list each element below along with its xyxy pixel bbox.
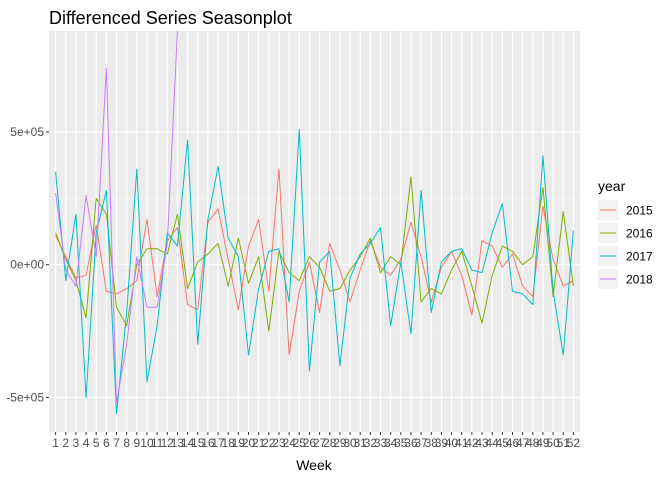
- x-tick-label: 35: [394, 436, 408, 450]
- series-line-2016: [55, 176, 574, 332]
- legend-label-2016: 2016: [626, 227, 653, 241]
- x-tick-label: 13: [171, 436, 185, 450]
- series-line-2017: [55, 128, 574, 414]
- x-tick-label: 8: [123, 436, 130, 450]
- legend: year 2015 2016 2017 2018: [598, 178, 653, 289]
- x-tick-label: 7: [113, 436, 120, 450]
- x-tick-label: 31: [354, 436, 368, 450]
- legend-label-2018: 2018: [626, 273, 653, 287]
- x-tick-label: 49: [536, 436, 550, 450]
- x-tick-label: 19: [232, 436, 246, 450]
- x-tick-label: 27: [313, 436, 327, 450]
- x-tick-label: 42: [465, 436, 479, 450]
- x-tick-label: 2: [62, 436, 69, 450]
- x-tick-label: 18: [222, 436, 236, 450]
- legend-label-2015: 2015: [626, 204, 653, 218]
- x-tick-label: 43: [475, 436, 489, 450]
- x-tick-label: 12: [161, 436, 175, 450]
- x-tick-label: 44: [485, 436, 499, 450]
- x-tick-label: 10: [140, 436, 154, 450]
- y-tick-label: -5e+05: [6, 390, 44, 404]
- y-tick-label: 0e+00: [10, 258, 44, 272]
- x-tick-label: 41: [455, 436, 469, 450]
- x-tick-label: 1: [52, 436, 59, 450]
- x-tick-label: 24: [282, 436, 296, 450]
- x-tick-label: 6: [103, 436, 110, 450]
- x-tick-label: 51: [557, 436, 571, 450]
- x-tick-label: 5: [93, 436, 100, 450]
- plot-panel: [49, 31, 580, 432]
- y-tick-label: 5e+05: [10, 125, 44, 139]
- x-tick-label: 30: [343, 436, 357, 450]
- x-tick-label: 17: [211, 436, 225, 450]
- x-tick-label: 15: [191, 436, 205, 450]
- x-tick-label: 40: [445, 436, 459, 450]
- x-tick-label: 29: [333, 436, 347, 450]
- x-tick-label: 45: [496, 436, 510, 450]
- x-tick-label: 4: [83, 436, 90, 450]
- x-tick-label: 47: [516, 436, 530, 450]
- x-tick-label: 38: [425, 436, 439, 450]
- x-tick-label: 25: [293, 436, 307, 450]
- x-tick-label: 16: [201, 436, 215, 450]
- x-tick-label: 33: [374, 436, 388, 450]
- x-tick-label: 3: [73, 436, 80, 450]
- x-tick-label: 26: [303, 436, 317, 450]
- x-tick-label: 36: [404, 436, 418, 450]
- x-tick-label: 37: [414, 436, 428, 450]
- legend-title: year: [598, 178, 626, 194]
- x-tick-label: 28: [323, 436, 337, 450]
- x-tick-label: 46: [506, 436, 520, 450]
- x-tick-label: 48: [526, 436, 540, 450]
- x-tick-label: 52: [567, 436, 581, 450]
- grid-lines: [49, 31, 580, 432]
- x-tick-label: 21: [252, 436, 266, 450]
- x-tick-label: 9: [133, 436, 140, 450]
- series-line-2018: [55, 30, 178, 404]
- x-axis-title: Week: [296, 457, 333, 473]
- series-lines: [55, 30, 574, 414]
- x-tick-label: 14: [181, 436, 195, 450]
- x-tick-label: 11: [151, 436, 164, 450]
- legend-label-2017: 2017: [626, 250, 653, 264]
- series-line-2015: [55, 168, 574, 356]
- x-tick-label: 34: [384, 436, 398, 450]
- x-tick-label: 23: [272, 436, 286, 450]
- x-tick-label: 20: [242, 436, 256, 450]
- x-tick-label: 39: [435, 436, 449, 450]
- x-tick-label: 22: [262, 436, 276, 450]
- chart-title: Differenced Series Seasonplot: [49, 8, 292, 28]
- x-tick-label: 50: [546, 436, 560, 450]
- x-tick-label: 32: [364, 436, 378, 450]
